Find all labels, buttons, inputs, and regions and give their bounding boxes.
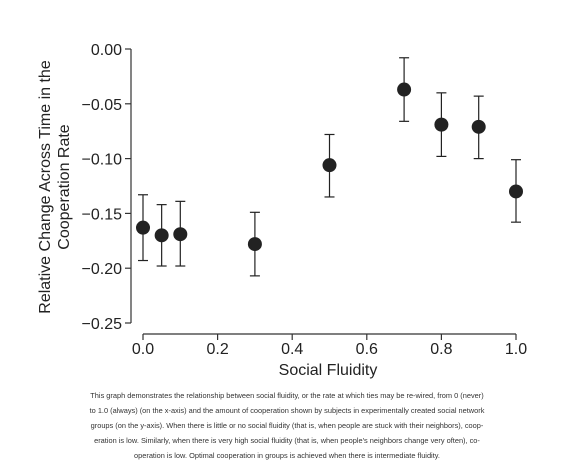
data-point: [509, 184, 523, 199]
data-point: [136, 220, 150, 235]
data-point: [173, 227, 188, 242]
y-axis-title-line-2: Cooperation Rate: [56, 124, 73, 250]
x-tick-label: 1.0: [505, 341, 527, 358]
y-tick-label: −0.10: [82, 152, 123, 169]
caption-line: This graph demonstrates the relationship…: [90, 391, 484, 400]
caption-line: to 1.0 (always) (on the x-axis) and the …: [89, 406, 485, 415]
figure-caption: This graph demonstrates the relationship…: [30, 388, 544, 463]
x-tick-label: 0.8: [430, 341, 452, 358]
x-tick-label: 0.4: [281, 341, 303, 358]
y-tick-label: 0.00: [91, 42, 122, 59]
data-point: [471, 119, 486, 134]
x-tick-label: 0.0: [132, 341, 154, 358]
caption-line: groups (on the y-axis). When there is li…: [90, 421, 484, 430]
x-axis-title: Social Fluidity: [279, 362, 378, 379]
axes: 0.00 −0.05 −0.10 −0.15 −0.20 −0.25 0.0 0.2 0.4 0.…: [82, 42, 528, 358]
caption-line: eration is low. Similarly, when there is…: [94, 436, 480, 445]
data-point: [247, 237, 262, 252]
data-point: [397, 82, 412, 97]
x-tick-label: 0.2: [206, 341, 228, 358]
caption-line: operation is low. Optimal cooperation in…: [134, 451, 440, 460]
data-point: [434, 117, 449, 132]
data-point: [322, 158, 337, 173]
y-axis-title-line-1: Relative Change Across Time in the: [37, 60, 54, 314]
data-points: [136, 82, 523, 252]
scatter-chart: 0.00 −0.05 −0.10 −0.15 −0.20 −0.25 0.0 0.2 0.4 0.…: [37, 42, 528, 379]
y-tick-label: −0.05: [82, 97, 123, 114]
y-tick-label: −0.15: [82, 206, 123, 223]
x-tick-label: 0.6: [356, 341, 378, 358]
y-tick-label: −0.25: [82, 316, 123, 333]
data-point: [154, 228, 169, 243]
y-tick-label: −0.20: [82, 261, 123, 278]
